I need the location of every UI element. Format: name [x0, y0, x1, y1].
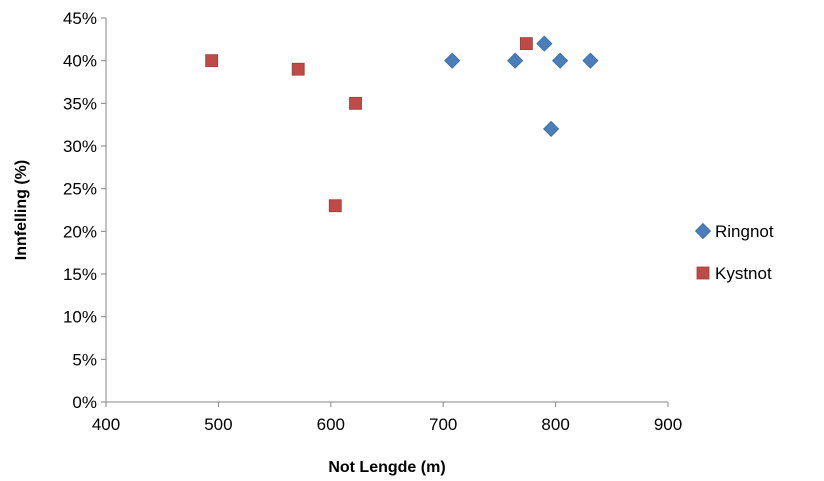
legend: Ringnot Kystnot: [694, 222, 774, 283]
y-tick-label: 0%: [72, 393, 97, 412]
ringnot-legend-marker: [694, 222, 712, 240]
ringnot-data-point: [543, 120, 560, 137]
y-tick-label: 40%: [63, 52, 97, 71]
x-axis-ticks: 400 500 600 700 800 900: [92, 402, 682, 434]
kystnot-data-point: [519, 37, 533, 50]
y-axis-ticks: 0% 5% 10% 15% 20% 25% 30% 35% 40% 45%: [63, 9, 106, 412]
y-tick-label: 5%: [72, 350, 97, 369]
kystnot-legend-label: Kystnot: [715, 264, 772, 283]
x-tick-label: 400: [92, 415, 120, 434]
x-tick-label: 600: [317, 415, 345, 434]
ringnot-data-point: [507, 52, 524, 69]
x-tick-label: 800: [541, 415, 569, 434]
y-axis-title: Innfelling (%): [13, 160, 30, 260]
y-tick-label: 35%: [63, 94, 97, 113]
ringnot-legend-label: Ringnot: [715, 222, 774, 241]
x-axis-title: Not Lengde (m): [328, 459, 445, 476]
y-tick-label: 45%: [63, 9, 97, 28]
kystnot-data-point: [349, 96, 362, 110]
axes: [105, 18, 668, 403]
y-tick-label: 20%: [63, 222, 97, 241]
ringnot-data-point: [444, 52, 461, 69]
y-tick-label: 30%: [63, 137, 97, 156]
kystnot-legend-marker: [696, 266, 710, 280]
ringnot-data-point: [582, 52, 599, 69]
y-tick-label: 25%: [63, 180, 97, 199]
kystnot-data-point: [291, 62, 305, 76]
kystnot-data-point: [328, 199, 342, 213]
ringnot-data-point: [552, 52, 569, 69]
x-tick-label: 700: [429, 415, 457, 434]
data-markers: [205, 35, 599, 213]
y-tick-label: 10%: [63, 308, 97, 327]
kystnot-data-point: [205, 54, 219, 68]
y-tick-label: 15%: [63, 265, 97, 284]
x-tick-label: 500: [204, 415, 232, 434]
x-tick-label: 900: [654, 415, 682, 434]
ringnot-data-point: [536, 35, 553, 52]
